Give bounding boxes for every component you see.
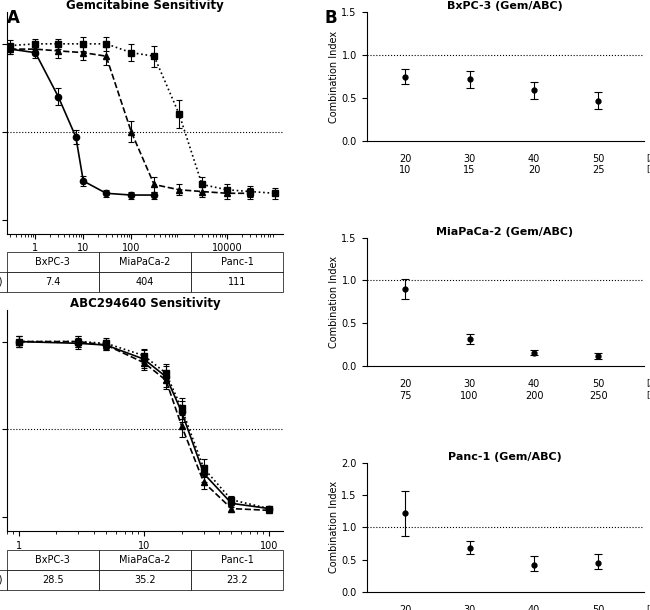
Text: 30: 30 (463, 379, 476, 389)
Text: [Gemcitabine](nM): [Gemcitabine](nM) (646, 391, 650, 400)
Y-axis label: Combination Index: Combination Index (329, 30, 339, 123)
Title: MiaPaCa-2 (Gem/ABC): MiaPaCa-2 (Gem/ABC) (436, 227, 573, 237)
Text: 40: 40 (528, 605, 540, 610)
Text: 10: 10 (399, 165, 411, 176)
Text: 20: 20 (399, 379, 411, 389)
Text: 50: 50 (592, 605, 604, 610)
Y-axis label: Combination Index: Combination Index (329, 481, 339, 573)
Y-axis label: Combination Index: Combination Index (329, 256, 339, 348)
Text: 250: 250 (589, 391, 608, 401)
Text: 200: 200 (525, 391, 543, 401)
Text: 20: 20 (528, 165, 540, 176)
Text: 25: 25 (592, 165, 604, 176)
Title: Panc-1 (Gem/ABC): Panc-1 (Gem/ABC) (448, 452, 562, 462)
Text: 40: 40 (528, 379, 540, 389)
X-axis label: nM Drug: nM Drug (121, 256, 169, 266)
Text: 50: 50 (592, 154, 604, 164)
Text: 30: 30 (463, 605, 476, 610)
Text: [ABC294640](μM): [ABC294640](μM) (646, 154, 650, 163)
Text: 75: 75 (399, 391, 411, 401)
Text: 20: 20 (399, 605, 411, 610)
Text: 15: 15 (463, 165, 476, 176)
Title: Gemcitabine Sensitivity: Gemcitabine Sensitivity (66, 0, 224, 12)
Title: ABC294640 Sensitivity: ABC294640 Sensitivity (70, 297, 220, 310)
Text: [ABC294640](μM): [ABC294640](μM) (646, 605, 650, 610)
Text: 40: 40 (528, 154, 540, 164)
Text: 100: 100 (460, 391, 479, 401)
Text: [Gemcitabine](nM): [Gemcitabine](nM) (646, 165, 650, 174)
Text: B: B (325, 9, 337, 27)
Title: BxPC-3 (Gem/ABC): BxPC-3 (Gem/ABC) (447, 1, 563, 12)
Text: 50: 50 (592, 379, 604, 389)
Text: A: A (6, 9, 20, 27)
Text: 30: 30 (463, 154, 476, 164)
X-axis label: μM Drug: μM Drug (121, 554, 169, 564)
Text: [ABC294640](μM): [ABC294640](μM) (646, 379, 650, 388)
Text: 20: 20 (399, 154, 411, 164)
